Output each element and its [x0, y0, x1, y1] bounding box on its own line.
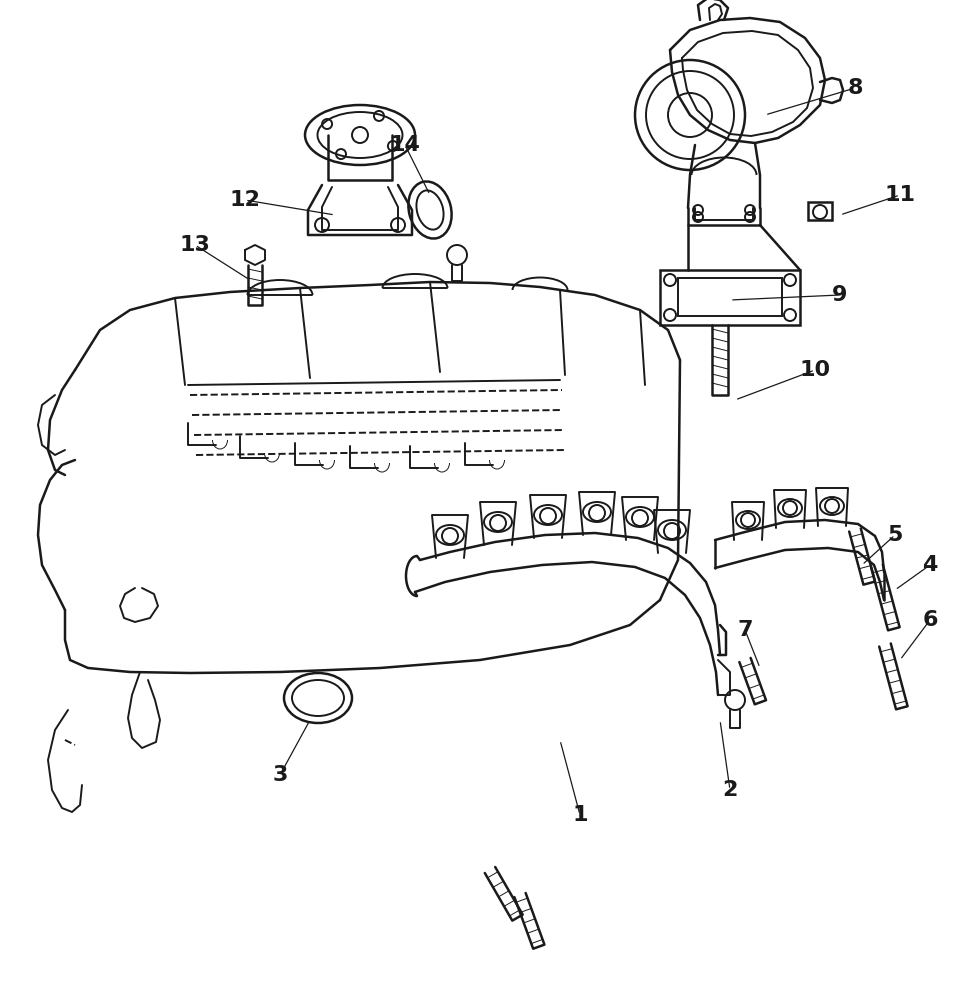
Text: 11: 11 [885, 185, 916, 205]
Text: 14: 14 [389, 135, 420, 155]
Text: 5: 5 [887, 525, 902, 545]
Text: 8: 8 [847, 78, 863, 98]
Text: 2: 2 [722, 780, 737, 800]
Bar [660, 270, 800, 325]
Text: 9: 9 [832, 285, 847, 305]
Text: 3: 3 [272, 765, 287, 785]
Text: 6: 6 [923, 610, 938, 630]
Bar [808, 202, 832, 220]
Text: 1: 1 [573, 805, 588, 825]
Text: 7: 7 [737, 620, 753, 640]
Text: 13: 13 [179, 235, 210, 255]
Text: 10: 10 [799, 360, 831, 380]
Text: 4: 4 [923, 555, 938, 575]
Text: 12: 12 [229, 190, 260, 210]
Bar [678, 278, 782, 316]
